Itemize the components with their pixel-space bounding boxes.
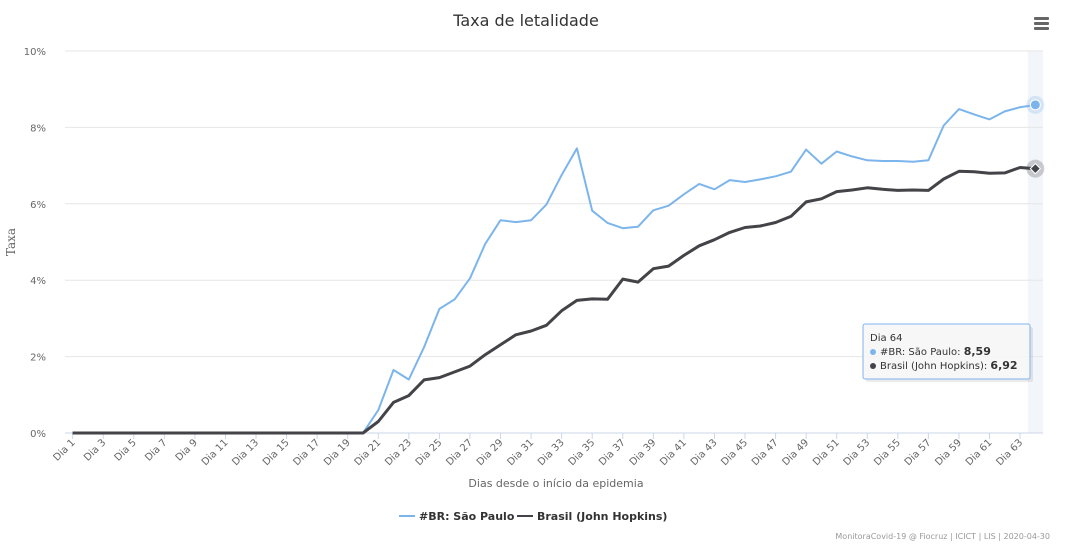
menu-bar	[1034, 22, 1049, 25]
menu-bar	[1034, 27, 1049, 30]
series-line-sao-paulo	[72, 103, 1036, 434]
x-tick-label: Dia 57	[903, 437, 934, 468]
x-tick-label: Dia 3	[82, 437, 108, 463]
credits[interactable]: MonitoraCovid-19 @ Fiocruz | ICICT | LIS…	[835, 532, 1050, 541]
x-tick-label: Dia 15	[261, 437, 292, 468]
series-line-brasil	[72, 166, 1036, 435]
tooltip-dot-br	[870, 363, 876, 369]
x-tick-label: Dia 27	[444, 437, 475, 468]
x-tick-label: Dia 55	[872, 437, 903, 468]
x-tick-label: Dia 39	[628, 437, 659, 468]
y-axis-title: Taxa	[4, 228, 18, 256]
x-tick-label: Dia 61	[964, 437, 995, 468]
x-tick-label: Dia 45	[719, 437, 750, 468]
x-tick-label: Dia 43	[689, 437, 720, 468]
x-tick-label: Dia 31	[505, 437, 536, 468]
x-tick-label: Dia 19	[322, 437, 353, 468]
x-tick-label: Dia 63	[994, 437, 1025, 468]
grid-lines	[65, 50, 1043, 358]
x-tick-label: Dia 51	[811, 437, 842, 468]
x-tick-label: Dia 9	[174, 437, 200, 463]
y-tick-label: 4%	[30, 276, 46, 287]
legend-label-br[interactable]: Brasil (John Hopkins)	[537, 510, 667, 523]
x-tick-label: Dia 21	[353, 437, 384, 468]
x-tick-label: Dia 5	[113, 437, 139, 463]
tooltip-value-br: 6,92	[990, 359, 1017, 372]
x-tick-label: Dia 1	[51, 437, 77, 463]
x-tick-label: Dia 11	[200, 437, 231, 468]
legend: #BR: São Paulo Brasil (John Hopkins)	[399, 510, 667, 523]
chart-menu-button[interactable]	[1028, 12, 1054, 34]
x-tick-label: Dia 53	[842, 437, 873, 468]
y-tick-label: 6%	[30, 200, 46, 211]
hover-marker-brasil	[1029, 162, 1042, 175]
x-tick-label: Dia 33	[536, 437, 567, 468]
x-tick-label: Dia 49	[780, 437, 811, 468]
x-tick-label: Dia 35	[567, 437, 598, 468]
tooltip-label-br: Brasil (John Hopkins):	[880, 361, 990, 372]
tooltip-box	[862, 323, 1031, 380]
x-tick-label: Dia 13	[230, 437, 261, 468]
series-lines	[72, 103, 1036, 435]
y-tick-label: 0%	[30, 429, 46, 440]
x-tick-label: Dia 59	[933, 437, 964, 468]
x-tick-label: Dia 17	[291, 437, 322, 468]
tooltip-header: Dia 64	[870, 333, 903, 344]
hamburger-menu-icon[interactable]	[1034, 17, 1049, 30]
y-tick-label: 10%	[24, 47, 46, 58]
menu-bar	[1034, 17, 1049, 20]
y-axis-ticks: 0% 2% 4% 6% 8% 10%	[24, 47, 46, 440]
y-tick-label: 8%	[30, 123, 46, 134]
legend-item-sao-paulo[interactable]: #BR: São Paulo	[399, 510, 515, 523]
hover-marker-sao-paulo	[1029, 99, 1041, 111]
chart-title: Taxa de letalidade	[452, 11, 599, 30]
legend-item-brasil[interactable]: Brasil (John Hopkins)	[517, 510, 667, 523]
tooltip-row-br: Brasil (John Hopkins): 6,92	[880, 359, 1018, 372]
x-tick-label: Dia 37	[597, 437, 628, 468]
legend-label-sp[interactable]: #BR: São Paulo	[419, 510, 515, 523]
tooltip-row-sp: #BR: São Paulo: 8,59	[880, 345, 991, 358]
x-axis-title: Dias desde o início da epidemia	[468, 477, 643, 490]
hover-band	[1027, 51, 1043, 433]
x-tick-label: Dia 7	[143, 437, 169, 463]
tooltip-dot-sp	[870, 349, 876, 355]
hover-markers	[1026, 95, 1045, 178]
x-tick-label: Dia 41	[658, 437, 689, 468]
x-tick-label: Dia 25	[414, 437, 445, 468]
x-tick-label: Dia 47	[750, 437, 781, 468]
tooltip: Dia 64 #BR: São Paulo: 8,59 Brasil (John…	[862, 323, 1033, 382]
x-tick-label: Dia 23	[383, 437, 414, 468]
tooltip-label-sp: #BR: São Paulo:	[880, 347, 964, 358]
tooltip-value-sp: 8,59	[964, 345, 991, 358]
x-axis: Dia 1 Dia 3 Dia 5 Dia 7 Dia 9 Dia 11 Dia 13 Dia…	[51, 432, 1043, 468]
x-tick-label: Dia 29	[475, 437, 506, 468]
y-tick-label: 2%	[30, 353, 46, 364]
